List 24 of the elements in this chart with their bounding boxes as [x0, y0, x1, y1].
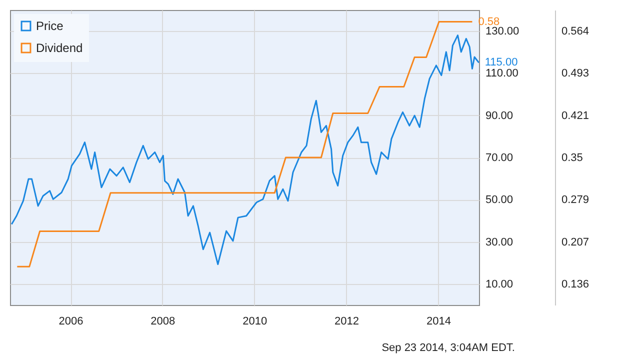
y-tick-label: 10.00: [486, 278, 514, 290]
y-tick-label: 130.00: [486, 26, 520, 38]
y2-tick-label: 0.136: [562, 278, 590, 290]
x-tick-label: 2012: [334, 316, 359, 328]
y2-tick-label: 0.35: [562, 152, 583, 164]
y2-tick-label: 0.279: [562, 194, 590, 206]
y-tick-label: 90.00: [486, 110, 514, 122]
y-tick-label: 110.00: [486, 68, 518, 80]
x-tick-label: 2008: [150, 316, 176, 328]
y2-tick-label: 0.421: [562, 110, 590, 122]
y2-tick-label: 0.564: [562, 26, 590, 38]
x-tick-label: 2010: [242, 316, 268, 328]
text: Sep 23 2014, 3:04AM EDT.: [382, 342, 515, 354]
y-tick-label: 70.00: [486, 152, 514, 164]
y-tick-label: 30.00: [486, 236, 514, 248]
y-tick-label: 50.00: [486, 194, 514, 206]
data-label: 115.00: [484, 56, 518, 69]
x-tick-label: 2014: [426, 316, 451, 328]
data-label: 0.58: [478, 16, 500, 28]
legend-label: Price: [36, 19, 64, 33]
legend-label: Dividend: [36, 41, 83, 55]
y2-tick-label: 0.493: [562, 68, 590, 80]
y2-tick-label: 0.207: [562, 236, 590, 248]
x-tick-label: 2006: [58, 316, 84, 328]
